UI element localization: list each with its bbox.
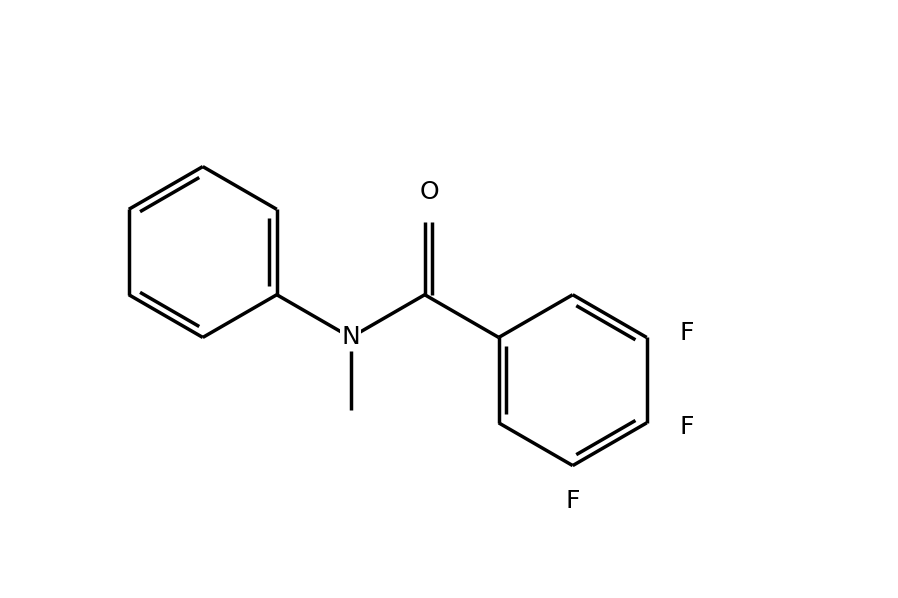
Text: F: F: [679, 415, 693, 439]
Text: O: O: [419, 180, 439, 204]
Text: N: N: [341, 325, 360, 349]
Text: F: F: [566, 490, 580, 514]
Text: F: F: [679, 321, 693, 345]
